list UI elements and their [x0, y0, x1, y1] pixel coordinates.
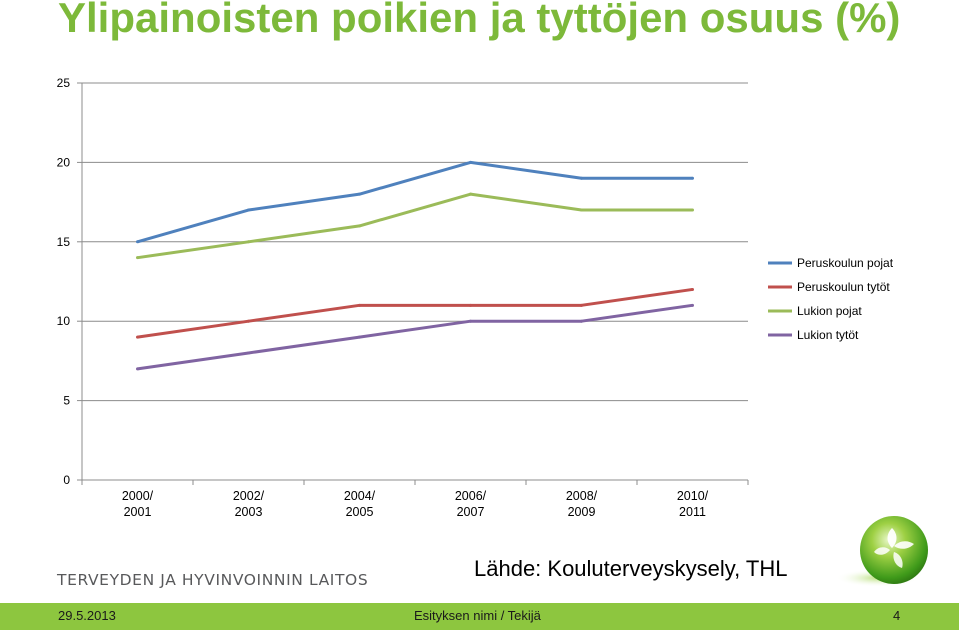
x-tick-label: 2004/2005 [344, 489, 376, 519]
x-tick-label: 2000/2001 [122, 489, 154, 519]
y-tick-label: 10 [57, 314, 71, 328]
series-line [137, 192, 693, 260]
page-number: 4 [893, 608, 901, 623]
x-tick-labels: 2000/2001 2002/2003 2004/2005 2006/2007 2008… [122, 489, 709, 519]
data-point [691, 176, 694, 180]
data-point [247, 319, 250, 323]
y-tick-label: 5 [63, 394, 70, 408]
data-point [691, 208, 694, 212]
series-line [137, 287, 693, 339]
y-tick-label: 25 [57, 76, 71, 90]
gridlines [82, 82, 748, 402]
slide-title: Ylipainoisten poikien ja tyttöjen osuus … [58, 0, 901, 41]
organization-name: TERVEYDEN JA HYVINVOINNIN LAITOS [57, 571, 369, 589]
legend-label: Peruskoulun tytöt [797, 280, 890, 294]
series-lines [136, 160, 694, 371]
legend-label: Lukion tytöt [797, 328, 859, 342]
legend-label: Lukion pojat [797, 304, 862, 318]
data-point [469, 192, 472, 196]
data-point [691, 287, 694, 291]
y-tick-label: 15 [57, 235, 71, 249]
data-point [358, 335, 361, 339]
x-tick-label: 2008/2009 [566, 489, 598, 519]
thl-logo-icon [836, 516, 928, 587]
footer-bar: 29.5.2013 Esityksen nimi / Tekijä 4 [0, 603, 959, 630]
data-point [136, 335, 139, 339]
footer-date: 29.5.2013 [58, 608, 116, 623]
data-point [580, 319, 583, 323]
series-line [137, 160, 693, 244]
data-point [136, 367, 139, 371]
data-point [247, 351, 250, 355]
data-point [469, 303, 472, 307]
data-point [136, 256, 139, 260]
legend: Peruskoulun pojat Peruskoulun tytöt Lukion… [768, 256, 894, 342]
data-point [358, 224, 361, 228]
data-point [358, 192, 361, 196]
x-tick-label: 2010/2011 [677, 489, 709, 519]
data-point [469, 160, 472, 164]
data-point [691, 303, 694, 307]
data-point [358, 303, 361, 307]
series-line [137, 303, 693, 371]
data-point [580, 176, 583, 180]
x-tick-label: 2006/2007 [455, 489, 487, 519]
axes [77, 82, 749, 485]
data-point [580, 303, 583, 307]
data-point [247, 240, 250, 244]
data-point [469, 319, 472, 323]
x-tick-label: 2002/2003 [233, 489, 265, 519]
y-tick-label: 0 [63, 473, 70, 487]
data-point [580, 208, 583, 212]
footer-presentation-info: Esityksen nimi / Tekijä [414, 608, 541, 623]
data-point [247, 208, 250, 212]
y-tick-labels: 0 5 10 15 20 25 [57, 76, 71, 487]
y-tick-label: 20 [57, 155, 71, 169]
source-text: Lähde: Kouluterveyskysely, THL [474, 556, 788, 581]
legend-label: Peruskoulun pojat [797, 256, 894, 270]
data-point [136, 240, 139, 244]
